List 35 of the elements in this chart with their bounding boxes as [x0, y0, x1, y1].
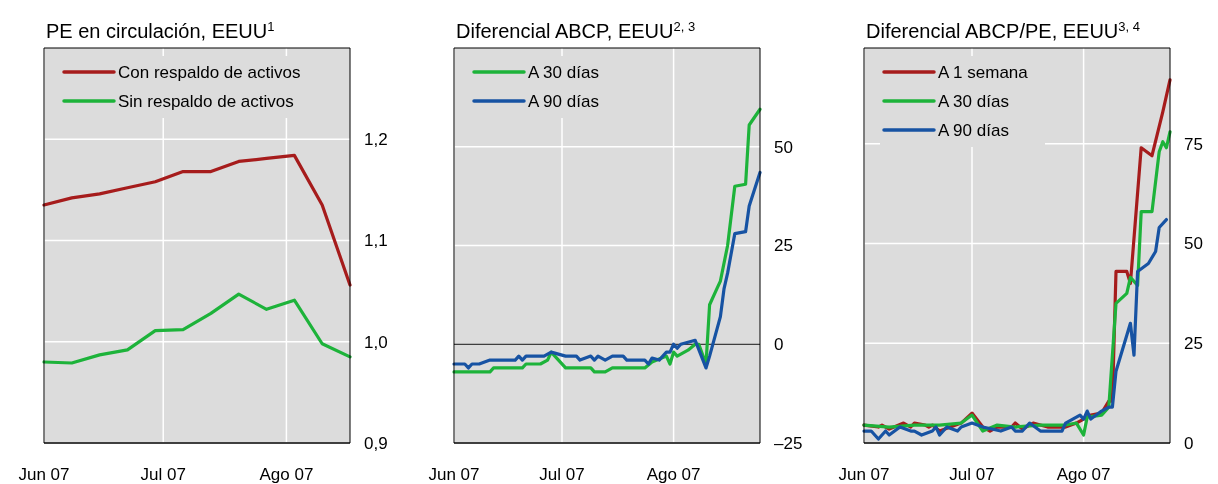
- x-tick-label: Ago 07: [646, 465, 701, 484]
- y-tick-label: –25: [774, 433, 803, 453]
- y-tick-label: 50: [774, 137, 793, 157]
- line-series: [42, 153, 352, 287]
- legend-label: Con respaldo de activos: [118, 62, 301, 82]
- y-tick-label: 75: [1184, 134, 1203, 154]
- y-tick-label: 25: [1184, 334, 1203, 354]
- y-tick-label: 0: [1184, 433, 1194, 453]
- legend-label: A 90 días: [938, 120, 1009, 140]
- x-tick-label: Jul 07: [949, 465, 995, 484]
- legend-label: A 30 días: [938, 91, 1009, 111]
- line-series: [42, 292, 352, 365]
- y-tick-label: 1,2: [364, 130, 388, 150]
- y-tick-label: 0: [774, 335, 784, 355]
- x-tick-label: Ago 07: [1056, 465, 1111, 484]
- legend-label: A 30 días: [528, 62, 599, 82]
- line-series: [452, 107, 762, 374]
- y-tick-label: 25: [774, 236, 793, 256]
- x-tick-label: Jun 07: [18, 465, 70, 484]
- chart-title: Diferencial ABCP/PE, EEUU$^{3, 4}$: [866, 18, 1141, 42]
- x-tick-label: Jul 07: [140, 465, 186, 484]
- y-tick-label: 1,0: [364, 332, 388, 352]
- legend-label: Sin respaldo de activos: [118, 91, 294, 111]
- line-series: [452, 170, 762, 370]
- y-tick-label: 50: [1184, 234, 1203, 254]
- x-tick-label: Jun 07: [838, 465, 890, 484]
- x-tick-label: Ago 07: [259, 465, 314, 484]
- x-tick-label: Jul 07: [539, 465, 585, 484]
- chart-title: PE en circulación, EEUU$^{1}$: [46, 18, 275, 42]
- y-tick-label: 1,1: [364, 231, 388, 251]
- legend-label: A 1 semana: [938, 62, 1029, 82]
- x-tick-label: Jun 07: [428, 465, 480, 484]
- legend-label: A 90 días: [528, 91, 599, 111]
- y-tick-label: 0,9: [364, 433, 388, 453]
- chart-title: Diferencial ABCP, EEUU$^{2, 3}$: [456, 18, 696, 42]
